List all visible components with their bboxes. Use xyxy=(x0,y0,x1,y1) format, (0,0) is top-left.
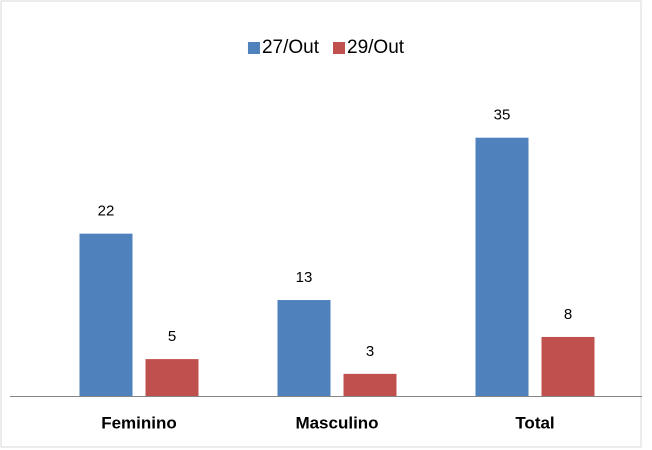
data-label: 22 xyxy=(98,203,115,220)
data-label: 3 xyxy=(366,343,374,360)
bar xyxy=(343,373,397,396)
bar xyxy=(145,359,199,396)
bar xyxy=(277,300,331,396)
bar xyxy=(475,137,529,396)
x-tick-label: Total xyxy=(515,413,554,432)
legend-label: 29/Out xyxy=(347,37,405,58)
x-tick-label: Masculino xyxy=(295,413,378,432)
bar xyxy=(541,336,595,396)
data-label: 5 xyxy=(168,328,176,345)
legend-swatch xyxy=(247,42,260,54)
x-tick-label: Feminino xyxy=(101,413,177,432)
data-label: 8 xyxy=(564,306,572,323)
bar xyxy=(79,233,133,396)
legend-label: 27/Out xyxy=(262,37,320,58)
data-label: 13 xyxy=(296,269,313,286)
data-label: 35 xyxy=(494,107,511,124)
legend-swatch xyxy=(333,42,345,54)
